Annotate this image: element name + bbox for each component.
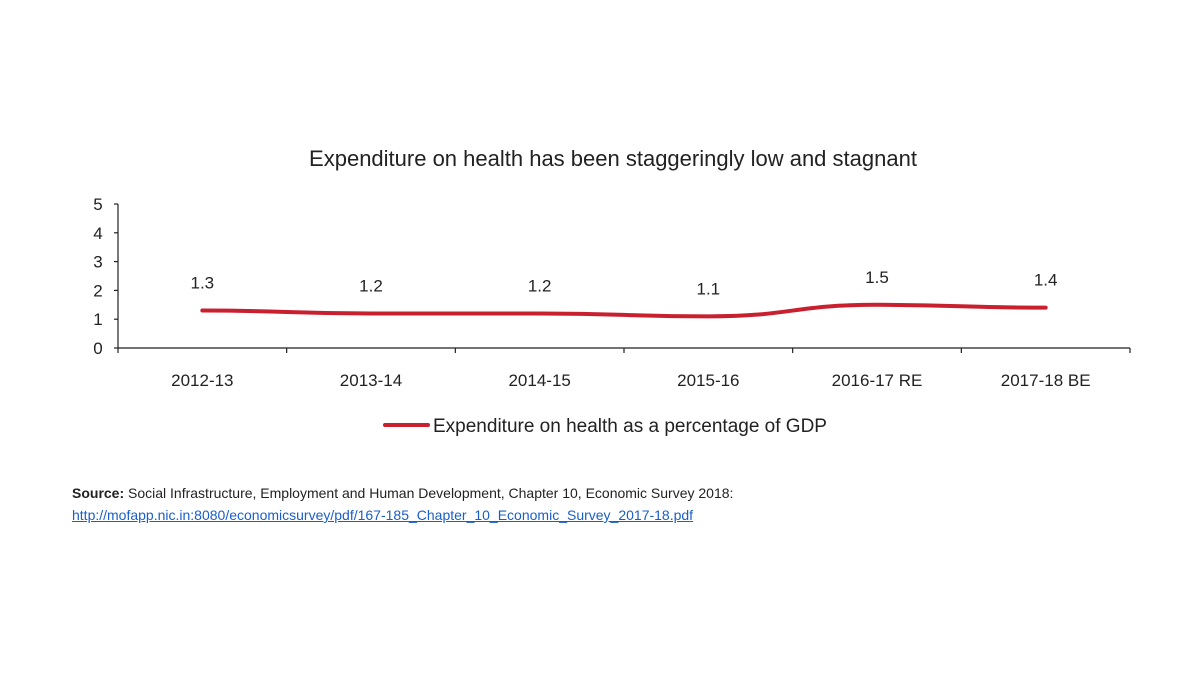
line-chart: Expenditure on health has been staggerin… [93,146,1131,437]
data-label: 1.2 [359,276,383,295]
data-point [538,311,542,315]
source-citation: Source: Social Infrastructure, Employmen… [72,482,1072,504]
legend-label: Expenditure on health as a percentage of… [433,416,827,437]
data-label: 1.1 [697,279,721,298]
y-tick-label: 2 [93,281,102,300]
data-label: 1.4 [1034,271,1058,290]
y-tick-label: 3 [93,253,102,272]
data-label: 1.3 [191,274,215,293]
y-tick-label: 0 [93,339,102,358]
x-tick-label: 2016-17 RE [832,371,923,390]
y-axis: 0 1 2 3 4 5 [93,195,119,358]
data-point [200,309,204,313]
x-tick-label: 2017-18 BE [1001,371,1091,390]
series-layer: 1.3 1.2 1.2 1.1 1.5 1.4 [191,268,1058,319]
data-point [369,311,373,315]
source-text: Social Infrastructure, Employment and Hu… [124,485,734,501]
y-tick-label: 4 [93,224,102,243]
x-axis: 2012-13 2013-14 2014-15 2015-16 2016-17 RE 20… [117,347,1131,390]
y-tick-label: 1 [93,310,102,329]
data-point [875,303,879,307]
data-point [706,314,710,318]
x-tick-label: 2013-14 [340,371,402,390]
source-link[interactable]: http://mofapp.nic.in:8080/economicsurvey… [72,507,694,523]
data-label: 1.5 [865,268,889,287]
y-tick-label: 5 [93,195,102,214]
data-point [1044,306,1048,310]
series-line [200,302,1048,319]
x-tick-label: 2015-16 [677,371,739,390]
data-label: 1.2 [528,276,552,295]
x-tick-label: 2014-15 [508,371,570,390]
chart-title: Expenditure on health has been staggerin… [309,146,917,171]
source-note: Source: Social Infrastructure, Employmen… [72,482,1072,526]
x-tick-label: 2012-13 [171,371,233,390]
source-label: Source: [72,485,125,501]
legend: Expenditure on health as a percentage of… [383,416,827,437]
